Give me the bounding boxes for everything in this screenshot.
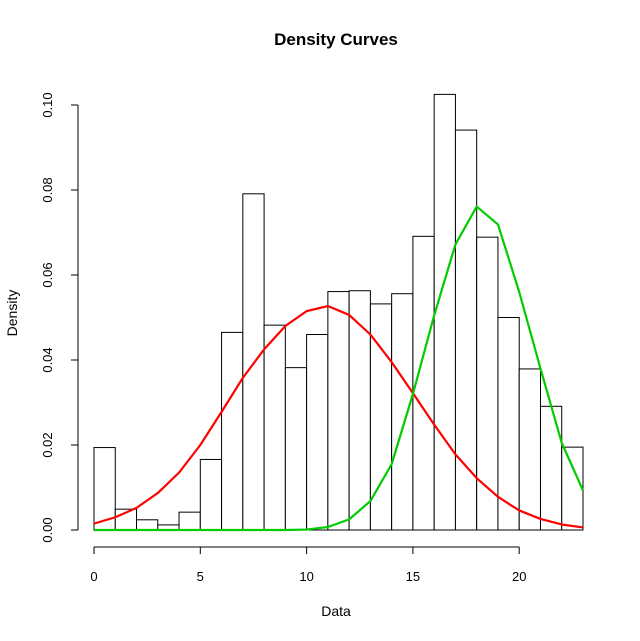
y-axis-label: Density bbox=[4, 290, 20, 337]
histogram-bar-2 bbox=[136, 519, 159, 531]
y-tick-label: 0.04 bbox=[40, 347, 55, 372]
red-density-curve bbox=[93, 304, 584, 529]
histogram-bar-8 bbox=[263, 324, 286, 531]
histogram-bar-22 bbox=[561, 446, 584, 531]
x-tick-label: 5 bbox=[197, 569, 204, 584]
density-curves bbox=[93, 205, 585, 532]
histogram-bar-17 bbox=[454, 129, 478, 531]
x-tick-label: 0 bbox=[90, 569, 97, 584]
histogram-bars bbox=[93, 93, 584, 531]
histogram-bar-6 bbox=[221, 331, 244, 531]
x-axis: 0 5 10 15 20 bbox=[90, 546, 526, 584]
histogram-bar-14 bbox=[391, 293, 414, 531]
histogram-bar-10 bbox=[306, 334, 329, 531]
y-axis: 0.00 0.02 0.04 0.06 0.08 0.10 bbox=[40, 92, 79, 543]
y-tick-label: 0.02 bbox=[40, 432, 55, 457]
x-tick-label: 20 bbox=[512, 569, 526, 584]
y-tick-label: 0.06 bbox=[40, 262, 55, 287]
y-tick-label: 0.08 bbox=[40, 177, 55, 202]
histogram-bar-9 bbox=[284, 367, 308, 531]
histogram-bar-16 bbox=[433, 93, 456, 531]
histogram-bar-5 bbox=[199, 458, 223, 531]
y-tick-label: 0.00 bbox=[40, 517, 55, 542]
histogram-bar-12 bbox=[348, 290, 371, 531]
x-axis-label: Data bbox=[321, 603, 351, 619]
x-tick-label: 10 bbox=[299, 569, 313, 584]
x-tick-label: 15 bbox=[406, 569, 420, 584]
green-density-curve bbox=[94, 205, 585, 532]
histogram-bar-21 bbox=[539, 405, 563, 531]
histogram-bar-4 bbox=[178, 511, 201, 531]
histogram-bar-11 bbox=[327, 291, 350, 531]
chart-title: Density Curves bbox=[274, 30, 398, 49]
y-tick-label: 0.10 bbox=[40, 92, 55, 117]
histogram-bar-20 bbox=[518, 368, 541, 531]
